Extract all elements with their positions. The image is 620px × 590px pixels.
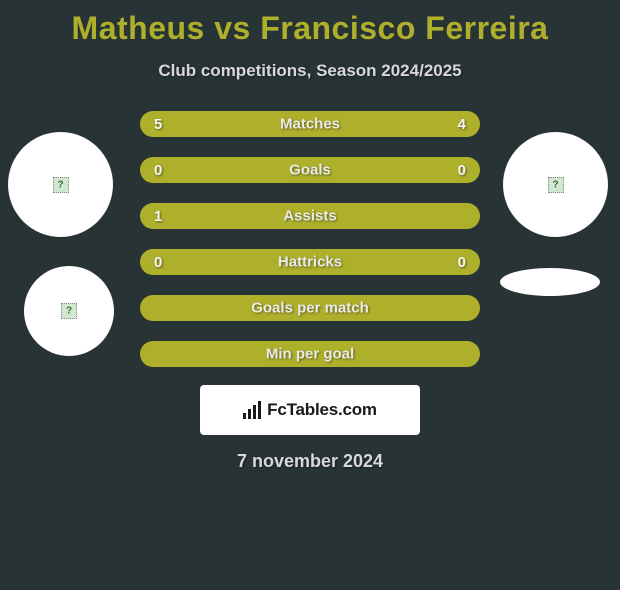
stat-left-value: 0 [154, 162, 162, 179]
stat-row: 0 Goals 0 [140, 157, 480, 183]
stat-left-value: 0 [154, 254, 162, 271]
stats-area: 5 Matches 4 0 Goals 0 1 Assists 0 Hattri… [140, 111, 480, 367]
stat-left-value: 1 [154, 208, 162, 225]
team-right-logo [500, 268, 600, 296]
page-title: Matheus vs Francisco Ferreira [0, 10, 620, 47]
broken-image-icon [548, 177, 564, 193]
stat-right-value: 0 [458, 254, 466, 271]
team-left-logo [24, 266, 114, 356]
stat-row: 5 Matches 4 [140, 111, 480, 137]
stat-label: Assists [283, 208, 336, 225]
stat-row: 0 Hattricks 0 [140, 249, 480, 275]
player-left-avatar [8, 132, 113, 237]
stat-left-value: 5 [154, 116, 162, 133]
broken-image-icon [53, 177, 69, 193]
date-label: 7 november 2024 [0, 451, 620, 472]
stat-label: Matches [280, 116, 340, 133]
broken-image-icon [61, 303, 77, 319]
footer-badge[interactable]: FcTables.com [200, 385, 420, 435]
subtitle: Club competitions, Season 2024/2025 [0, 61, 620, 81]
stat-row: 1 Assists [140, 203, 480, 229]
footer-brand: FcTables.com [267, 400, 377, 420]
stat-label: Min per goal [266, 346, 354, 363]
stat-label: Hattricks [278, 254, 342, 271]
stat-row: Goals per match [140, 295, 480, 321]
stat-right-value: 0 [458, 162, 466, 179]
bars-icon [243, 401, 261, 419]
stat-label: Goals [289, 162, 331, 179]
stat-right-value: 4 [458, 116, 466, 133]
player-right-avatar [503, 132, 608, 237]
stat-row: Min per goal [140, 341, 480, 367]
stat-label: Goals per match [251, 300, 369, 317]
